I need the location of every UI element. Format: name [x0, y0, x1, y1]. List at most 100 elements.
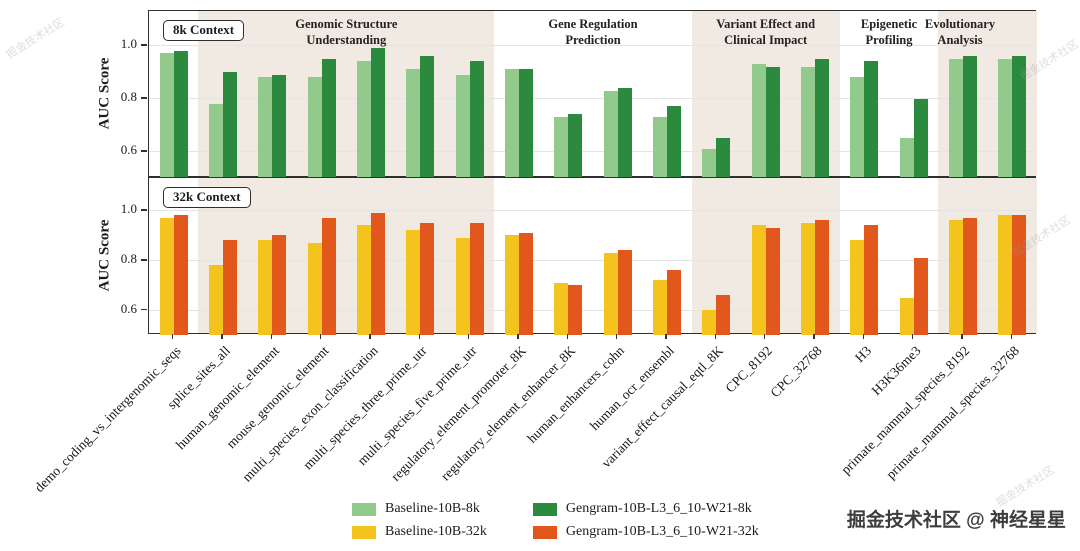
- y-axis-label: AUC Score: [96, 57, 113, 130]
- y-tick-mark: [141, 150, 147, 152]
- y-tick-mark: [141, 209, 147, 211]
- bar-Baseline-10B-8k: [702, 148, 717, 178]
- x-tick-mark: [911, 334, 914, 339]
- bar-Gengram-10B-L3_6_10-W21-32k: [272, 235, 287, 335]
- bar-Baseline-10B-8k: [603, 90, 618, 178]
- y-tick-label: 0.8: [120, 89, 137, 105]
- x-tick-label: H3: [851, 343, 874, 366]
- x-tick-mark: [221, 334, 223, 339]
- bar-Gengram-10B-L3_6_10-W21-8k: [519, 69, 533, 178]
- chart-legend: Baseline-10B-8k Gengram-10B-L3_6_10-W21-8…: [352, 501, 759, 540]
- bar-Baseline-10B-8k: [406, 69, 421, 178]
- legend-item: Gengram-10B-L3_6_10-W21-8k: [532, 501, 759, 517]
- y-tick-mark: [141, 44, 147, 46]
- y-tick-mark: [141, 309, 147, 311]
- group-header: Genomic Structure Understanding: [295, 17, 398, 47]
- bar-Gengram-10B-L3_6_10-W21-32k: [519, 232, 533, 335]
- watermark-text: 掘金技术社区: [4, 16, 67, 62]
- bar-Baseline-10B-32k: [258, 240, 273, 335]
- bar-Gengram-10B-L3_6_10-W21-8k: [815, 58, 829, 178]
- y-tick-label: 1.0: [120, 36, 137, 52]
- bar-Gengram-10B-L3_6_10-W21-8k: [963, 56, 977, 178]
- bar-Baseline-10B-8k: [998, 58, 1013, 178]
- bar-Baseline-10B-32k: [850, 240, 865, 335]
- bar-Baseline-10B-32k: [603, 252, 618, 335]
- legend-swatch: [532, 502, 557, 516]
- group-header: Variant Effect and Clinical Impact: [716, 17, 816, 47]
- x-tick-mark: [615, 334, 618, 339]
- bar-Gengram-10B-L3_6_10-W21-32k: [173, 215, 188, 335]
- bar-Baseline-10B-8k: [159, 53, 174, 178]
- bar-Baseline-10B-32k: [998, 215, 1013, 335]
- legend-swatch: [532, 525, 557, 539]
- bar-Gengram-10B-L3_6_10-W21-8k: [469, 61, 484, 178]
- y-tick-mark: [141, 259, 147, 261]
- bar-Gengram-10B-L3_6_10-W21-8k: [420, 56, 435, 178]
- context-label-box: 32k Context: [163, 187, 251, 208]
- bar-Gengram-10B-L3_6_10-W21-8k: [765, 66, 780, 178]
- context-label-box: 8k Context: [163, 20, 245, 41]
- bar-Baseline-10B-32k: [209, 265, 223, 335]
- bar-Gengram-10B-L3_6_10-W21-32k: [321, 217, 336, 335]
- legend-swatch: [352, 525, 376, 539]
- bar-Baseline-10B-32k: [751, 225, 766, 335]
- bar-Gengram-10B-L3_6_10-W21-32k: [469, 222, 484, 335]
- bar-Gengram-10B-L3_6_10-W21-32k: [815, 220, 829, 335]
- x-tick-mark: [467, 334, 470, 339]
- bar-Baseline-10B-8k: [307, 77, 322, 178]
- legend-item: Baseline-10B-8k: [352, 501, 487, 517]
- group-shading-band: [198, 11, 495, 176]
- bar-Gengram-10B-L3_6_10-W21-32k: [223, 240, 237, 335]
- x-tick-label: demo_coding_vs_intergenomic_seqs: [31, 343, 184, 496]
- bar-Baseline-10B-8k: [899, 138, 914, 178]
- attribution-text: 掘金技术社区 @ 神经星星: [846, 510, 1066, 531]
- y-tick-label: 0.8: [120, 251, 137, 267]
- group-header: Evolutionary Analysis: [924, 17, 996, 47]
- bar-Gengram-10B-L3_6_10-W21-32k: [420, 222, 435, 335]
- legend-label: Baseline-10B-32k: [385, 524, 487, 539]
- bar-Baseline-10B-32k: [357, 225, 371, 335]
- x-tick-mark: [714, 334, 717, 339]
- y-tick-label: 0.6: [120, 142, 137, 158]
- x-tick-mark: [862, 334, 865, 339]
- x-tick-label: human_ocr_ensembl: [586, 343, 677, 434]
- legend-label: Baseline-10B-8k: [385, 501, 480, 516]
- group-header: Epigenetic Profiling: [860, 17, 918, 47]
- bar-Gengram-10B-L3_6_10-W21-8k: [272, 74, 287, 178]
- bar-Gengram-10B-L3_6_10-W21-32k: [913, 257, 928, 335]
- x-tick-mark: [369, 334, 371, 339]
- y-gridline: [149, 98, 1035, 100]
- y-gridline: [149, 151, 1035, 153]
- x-tick-mark: [813, 334, 815, 339]
- bar-Baseline-10B-8k: [653, 117, 667, 178]
- bar-Gengram-10B-L3_6_10-W21-8k: [568, 114, 583, 178]
- y-gridline: [149, 45, 1035, 47]
- bar-Gengram-10B-L3_6_10-W21-8k: [864, 61, 879, 178]
- bar-Gengram-10B-L3_6_10-W21-32k: [765, 227, 780, 335]
- bar-Gengram-10B-L3_6_10-W21-8k: [716, 138, 731, 178]
- x-tick-label: human_enhancers_cohn: [524, 343, 628, 446]
- bar-Gengram-10B-L3_6_10-W21-32k: [667, 270, 681, 335]
- x-tick-mark: [961, 334, 963, 339]
- x-tick-mark: [319, 334, 322, 339]
- x-tick-mark: [418, 334, 421, 339]
- bar-Baseline-10B-8k: [258, 77, 273, 178]
- bar-Gengram-10B-L3_6_10-W21-8k: [913, 98, 928, 178]
- y-gridline: [149, 210, 1035, 212]
- x-tick-mark: [566, 334, 569, 339]
- bar-Baseline-10B-32k: [159, 217, 174, 335]
- bar-Gengram-10B-L3_6_10-W21-32k: [864, 225, 879, 335]
- x-tick-mark: [763, 334, 766, 339]
- bar-Gengram-10B-L3_6_10-W21-8k: [223, 72, 237, 178]
- bar-Gengram-10B-L3_6_10-W21-32k: [371, 212, 385, 335]
- panel-8k-context: 8k Context Genomic Structure Understanding…: [148, 10, 1037, 178]
- bar-Baseline-10B-8k: [357, 61, 371, 178]
- bar-Baseline-10B-8k: [554, 117, 569, 178]
- x-tick-mark: [665, 334, 667, 339]
- bar-Baseline-10B-32k: [554, 282, 569, 335]
- bar-Gengram-10B-L3_6_10-W21-32k: [963, 217, 977, 335]
- bar-Gengram-10B-L3_6_10-W21-8k: [667, 106, 681, 178]
- x-tick-mark: [517, 334, 519, 339]
- bar-Baseline-10B-8k: [949, 58, 963, 178]
